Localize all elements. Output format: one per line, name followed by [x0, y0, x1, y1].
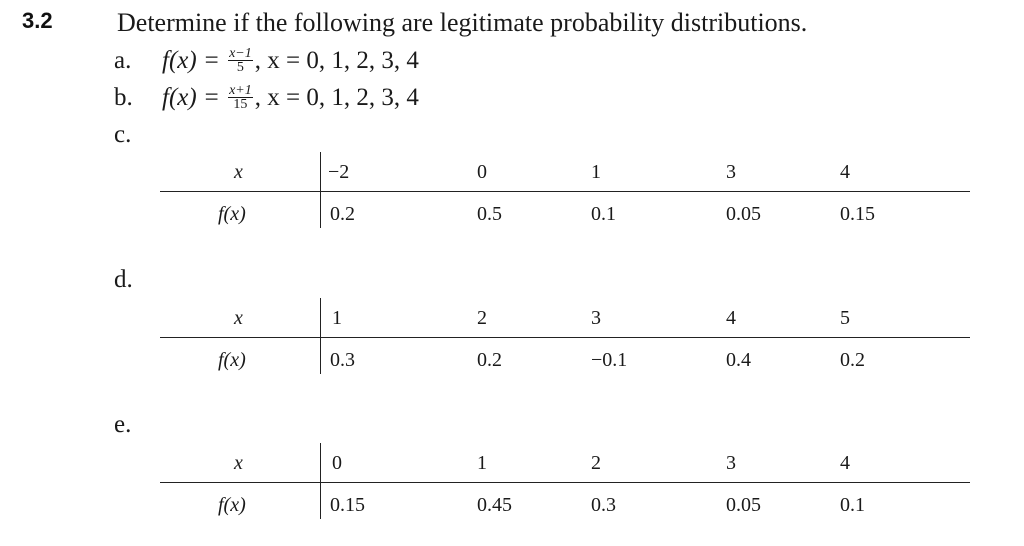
- table-e-f-value: 0.45: [477, 494, 512, 516]
- item-label-c: c.: [114, 121, 132, 148]
- item-label-a: a.: [114, 47, 132, 74]
- table-d-f-header-text: f(x): [218, 349, 246, 371]
- table-e-f-value: 0.05: [726, 494, 761, 516]
- table-c-separator: [320, 152, 321, 228]
- table-d-x-header: x: [234, 307, 243, 329]
- table-e-x-value: 2: [591, 452, 601, 474]
- table-c-f-value: 0.5: [477, 203, 502, 225]
- table-c-f-value: 0.2: [330, 203, 355, 225]
- table-c-x-value: 4: [840, 161, 850, 183]
- distribution-table-d: x f(x) 1 2 3 4 5 0.3 0.2 −0.1 0.4 0.2: [160, 296, 970, 382]
- formula-a-numerator: x−1: [228, 45, 253, 61]
- formula-a-denominator: 5: [236, 59, 244, 75]
- item-label-b: b.: [114, 84, 133, 111]
- table-d-separator: [320, 298, 321, 374]
- distribution-table-c: x f(x) −2 0 1 3 4 0.2 0.5 0.1 0.05 0.15: [160, 150, 970, 236]
- table-d-divider: [160, 337, 970, 338]
- table-e-x-value: 0: [332, 452, 342, 474]
- table-c-x-value: −2: [328, 161, 350, 183]
- table-c-f-header-text: f(x): [218, 203, 246, 225]
- table-e-f-header: f(x): [218, 493, 246, 517]
- formula-b-fraction: x+1 15: [228, 82, 253, 112]
- table-e-f-header-text: f(x): [218, 494, 246, 516]
- item-label-d: d.: [114, 266, 133, 293]
- table-e-f-value: 0.1: [840, 494, 865, 516]
- table-c-x-value: 0: [477, 161, 487, 183]
- formula-a-fraction: x−1 5: [228, 45, 253, 75]
- problem-prompt: Determine if the following are legitimat…: [117, 8, 808, 37]
- table-c-x-header: x: [234, 161, 243, 183]
- formula-a: f(x) = x−1 5 , x = 0, 1, 2, 3, 4: [162, 46, 419, 76]
- table-c-f-value: 0.1: [591, 203, 616, 225]
- formula-a-domain: , x = 0, 1, 2, 3, 4: [254, 47, 419, 74]
- table-e-x-header: x: [234, 452, 243, 474]
- table-e-separator: [320, 443, 321, 519]
- table-e-x-value: 3: [726, 452, 736, 474]
- item-label-e: e.: [114, 411, 132, 438]
- table-d-f-value: 0.4: [726, 349, 751, 371]
- table-e-x-value: 1: [477, 452, 487, 474]
- table-c-x-value: 3: [726, 161, 736, 183]
- table-d-f-header: f(x): [218, 348, 246, 372]
- table-d-x-value: 1: [332, 307, 342, 329]
- table-d-x-value: 5: [840, 307, 850, 329]
- table-e-f-value: 0.15: [330, 494, 365, 516]
- table-e-f-value: 0.3: [591, 494, 616, 516]
- table-c-x-value: 1: [591, 161, 601, 183]
- table-d-x-value: 4: [726, 307, 736, 329]
- table-c-f-value: 0.15: [840, 203, 875, 225]
- formula-b: f(x) = x+1 15 , x = 0, 1, 2, 3, 4: [162, 83, 419, 113]
- table-d-f-value: −0.1: [591, 349, 628, 371]
- formula-b-denominator: 15: [233, 96, 248, 112]
- distribution-table-e: x f(x) 0 1 2 3 4 0.15 0.45 0.3 0.05 0.1: [160, 441, 970, 527]
- table-c-f-value: 0.05: [726, 203, 761, 225]
- table-c-divider: [160, 191, 970, 192]
- table-d-f-value: 0.2: [477, 349, 502, 371]
- table-e-x-value: 4: [840, 452, 850, 474]
- formula-a-lhs: f(x) =: [162, 47, 220, 74]
- problem-number: 3.2: [22, 8, 53, 33]
- table-d-x-value: 3: [591, 307, 601, 329]
- table-d-f-value: 0.3: [330, 349, 355, 371]
- formula-b-lhs: f(x) =: [162, 84, 220, 111]
- formula-b-numerator: x+1: [228, 82, 253, 98]
- table-e-divider: [160, 482, 970, 483]
- table-d-f-value: 0.2: [840, 349, 865, 371]
- table-d-x-value: 2: [477, 307, 487, 329]
- formula-b-domain: , x = 0, 1, 2, 3, 4: [254, 84, 419, 111]
- table-c-f-header: f(x): [218, 202, 246, 226]
